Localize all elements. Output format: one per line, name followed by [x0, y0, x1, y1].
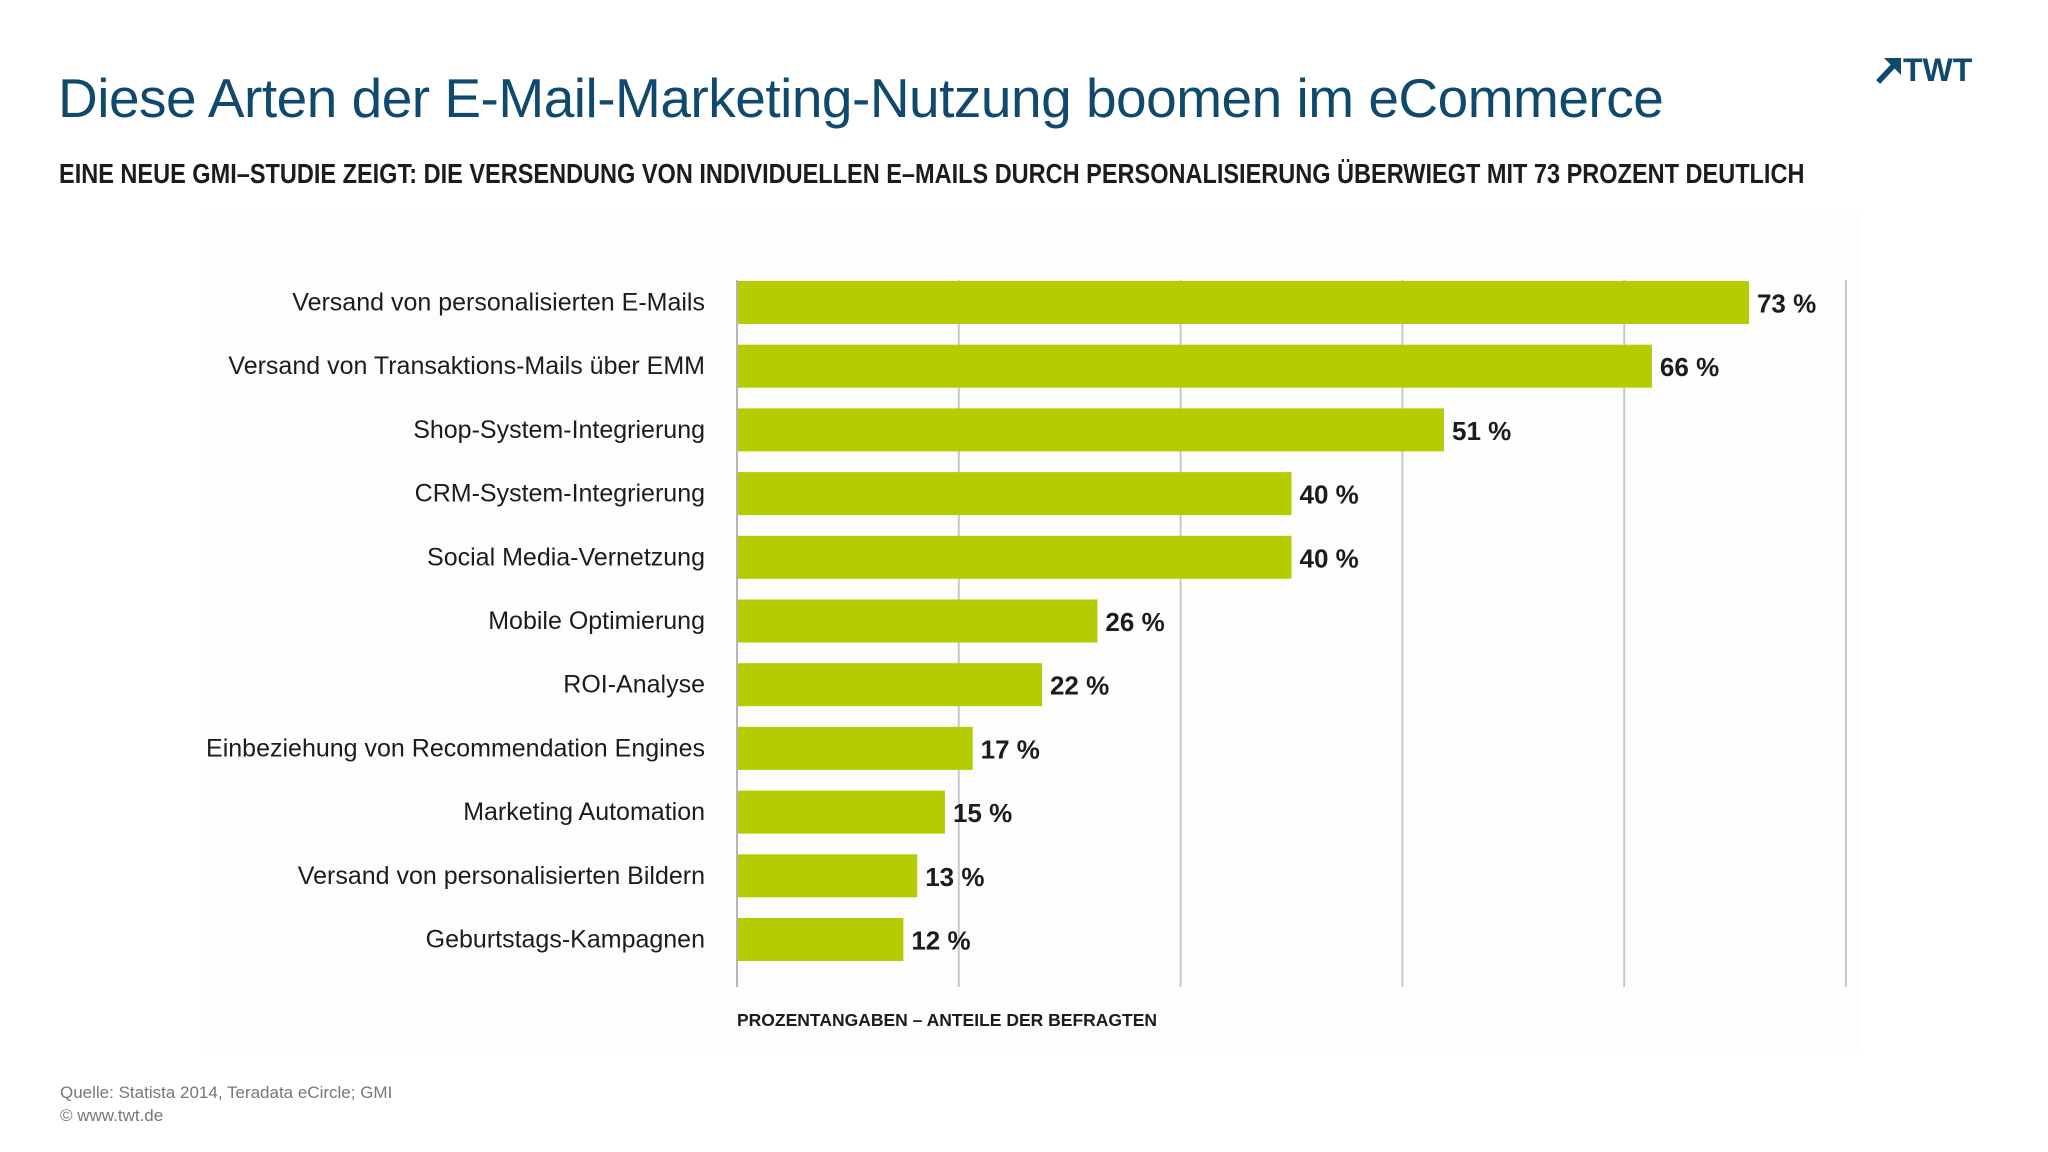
page-subtitle: EINE NEUE GMI–STUDIE ZEIGT: DIE VERSENDU…: [59, 158, 1805, 189]
value-label: 40 %: [1300, 480, 1359, 510]
value-label: 15 %: [953, 798, 1012, 828]
category-labels: Versand von personalisierten E-Mails Vers…: [206, 289, 705, 954]
value-label: 66 %: [1660, 352, 1719, 382]
category-label: Einbeziehung von Recommendation Engines: [206, 734, 705, 762]
logo-text: TWT: [1903, 52, 1973, 88]
category-label: Versand von Transaktions-Mails über EMM: [228, 352, 705, 380]
bar: [738, 344, 1652, 388]
bar: [738, 599, 1098, 643]
value-label: 22 %: [1050, 671, 1109, 701]
category-label: Versand von personalisierten Bildern: [298, 862, 705, 890]
category-label: ROI-Analyse: [563, 671, 705, 699]
source-note: Quelle: Statista 2014, Teradata eCircle;…: [60, 1083, 393, 1102]
bar: [738, 408, 1444, 452]
bar: [738, 535, 1292, 579]
bar: [738, 281, 1749, 324]
bar: [738, 663, 1042, 707]
value-labels: 73 % 66 % 51 % 40 % 40 % 26 % 22 % 17 % 15 % 13 %…: [911, 289, 1816, 956]
value-label: 12 %: [911, 926, 970, 956]
category-label: Social Media-Vernetzung: [427, 543, 705, 571]
x-axis-label: PROZENTANGABEN – ANTEILE DER BEFRAGTEN: [737, 1010, 1157, 1030]
category-label: Mobile Optimierung: [488, 607, 705, 635]
twt-logo: TWT: [1875, 50, 1995, 90]
value-label: 73 %: [1757, 289, 1816, 319]
value-label: 26 %: [1105, 607, 1164, 637]
page-title: Diese Arten der E-Mail-Marketing-Nutzung…: [58, 67, 1664, 129]
bar: [738, 854, 918, 898]
category-label: Versand von personalisierten E-Mails: [292, 289, 705, 317]
value-label: 17 %: [981, 734, 1040, 764]
bar: [738, 918, 904, 961]
bars: [738, 281, 1749, 961]
arrow-up-right-icon: [1876, 58, 1901, 84]
value-label: 13 %: [925, 862, 984, 892]
copyright-note: © www.twt.de: [60, 1106, 164, 1125]
bar: [738, 726, 973, 770]
category-label: Geburtstags-Kampagnen: [426, 926, 705, 954]
category-label: Shop-System-Integrierung: [413, 416, 705, 444]
value-label: 51 %: [1452, 416, 1511, 446]
bar: [738, 790, 945, 834]
category-label: Marketing Automation: [463, 798, 705, 826]
category-label: CRM-System-Integrierung: [415, 480, 705, 508]
value-label: 40 %: [1300, 543, 1359, 573]
bar: [738, 472, 1292, 516]
grid-lines: [736, 280, 1847, 987]
